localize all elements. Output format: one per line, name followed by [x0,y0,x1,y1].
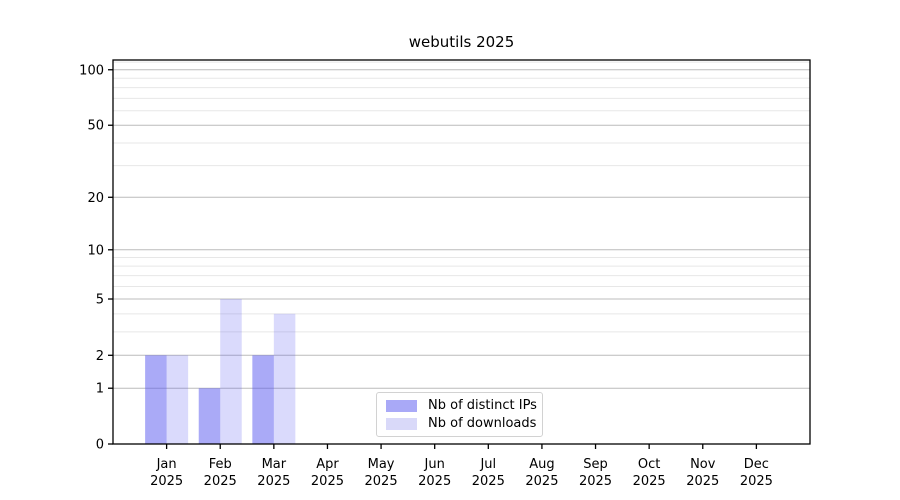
legend: Nb of distinct IPs Nb of downloads [376,392,543,437]
x-tick-label-month: Oct [638,457,660,472]
x-tick-label-year: 2025 [150,474,183,489]
bar [252,355,274,444]
x-tick-label-month: Apr [316,457,339,472]
bar [220,299,242,444]
x-tick-label-year: 2025 [633,474,666,489]
x-tick-label-month: Jun [424,457,445,472]
y-tick-label: 100 [79,63,104,78]
x-tick-label-month: Nov [690,457,716,472]
x-tick-label-year: 2025 [525,474,558,489]
y-tick-label: 2 [96,349,104,364]
x-tick-label-year: 2025 [579,474,612,489]
bar [273,313,296,444]
y-tick-label: 50 [87,119,104,134]
x-tick-label-year: 2025 [740,474,773,489]
x-tick-label-month: Feb [209,457,232,472]
x-tick-label-month: May [368,457,395,472]
x-tick-label-year: 2025 [365,474,398,489]
y-tick-label: 20 [87,191,104,206]
x-tick-label-year: 2025 [472,474,505,489]
y-tick-label: 5 [96,293,104,308]
x-tick-label-month: Aug [529,457,554,472]
legend-item-downloads: Nb of downloads [386,416,537,431]
legend-label-downloads: Nb of downloads [428,416,537,431]
x-tick-label-month: Jul [479,457,496,472]
x-tick-label-year: 2025 [418,474,451,489]
legend-label-distinct-ips: Nb of distinct IPs [428,398,537,413]
bar [166,355,189,444]
legend-swatch-distinct-ips [386,399,417,412]
x-tick-label-month: Jan [156,457,177,472]
x-tick-label-year: 2025 [311,474,344,489]
y-tick-label: 10 [87,243,104,258]
bar [145,355,167,444]
x-tick-label-year: 2025 [257,474,290,489]
y-tick-label: 1 [96,382,104,397]
x-tick-label-month: Sep [583,457,608,472]
x-tick-label-month: Mar [262,457,287,472]
bar [198,388,221,444]
x-tick-label-year: 2025 [686,474,719,489]
legend-item-distinct-ips: Nb of distinct IPs [386,398,537,413]
chart-title: webutils 2025 [408,33,515,51]
y-tick-label: 0 [96,438,104,453]
x-tick-label-year: 2025 [204,474,237,489]
x-tick-label-month: Dec [744,457,769,472]
plot-border [112,59,811,445]
legend-swatch-downloads [386,417,417,430]
